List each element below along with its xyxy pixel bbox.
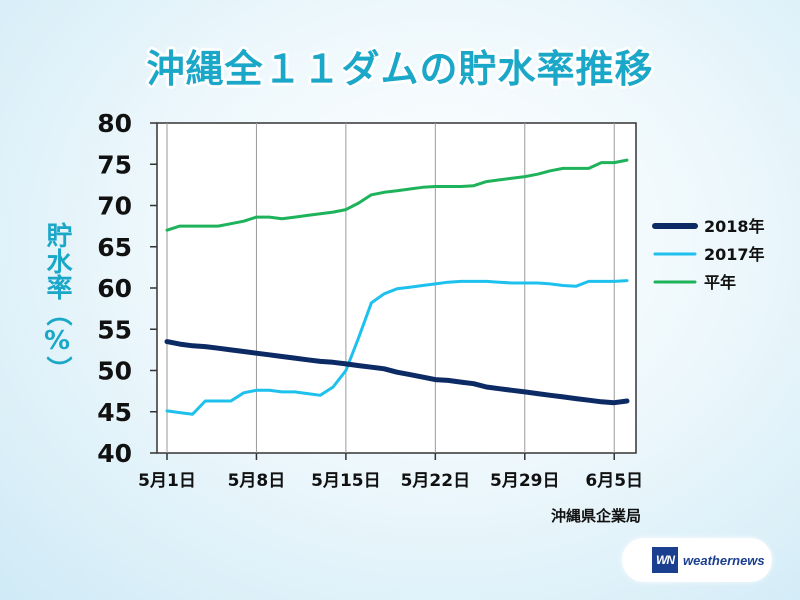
series-lines — [164, 158, 630, 416]
weathernews-logo: WN weathernews — [622, 538, 772, 582]
weathernews-logo-icon: WN — [652, 547, 678, 573]
y-tick-label: 65 — [97, 233, 132, 262]
grid-lines — [166, 123, 615, 453]
legend-label: 2017年 — [704, 245, 765, 264]
x-tick-label: 5月22日 — [401, 471, 471, 491]
y-tick-label: 40 — [97, 439, 132, 468]
logo-text: weathernews — [683, 552, 765, 568]
legend-label: 2018年 — [704, 217, 765, 236]
y-axis-label: 貯水率（%） — [42, 222, 72, 382]
x-tick-label: 5月15日 — [311, 471, 381, 491]
legend-label: 平年 — [704, 273, 736, 292]
y-tick-label: 55 — [97, 315, 132, 344]
y-tick-label: 50 — [97, 357, 132, 386]
series-line-1 — [165, 279, 629, 416]
y-axis-ticks: 40 45 50 55 60 65 70 75 80 — [97, 109, 157, 468]
chart-title: 沖縄全１１ダムの貯水率推移 — [146, 47, 654, 91]
y-tick-label: 60 — [97, 274, 132, 303]
x-tick-label: 5月29日 — [490, 471, 560, 491]
series-line-0 — [164, 339, 630, 406]
x-tick-label: 6月5日 — [585, 471, 643, 491]
series-line-2 — [165, 158, 629, 232]
x-tick-label: 5月8日 — [228, 471, 286, 491]
y-tick-label: 75 — [97, 150, 132, 179]
y-tick-label: 70 — [97, 192, 132, 221]
x-axis-ticks: 5月1日 5月8日 5月15日 5月22日 5月29日 6月5日 — [138, 453, 643, 491]
source-credit: 沖縄県企業局 — [551, 507, 642, 525]
y-tick-label: 45 — [97, 398, 132, 427]
y-tick-label: 80 — [97, 109, 132, 138]
x-tick-label: 5月1日 — [138, 471, 196, 491]
